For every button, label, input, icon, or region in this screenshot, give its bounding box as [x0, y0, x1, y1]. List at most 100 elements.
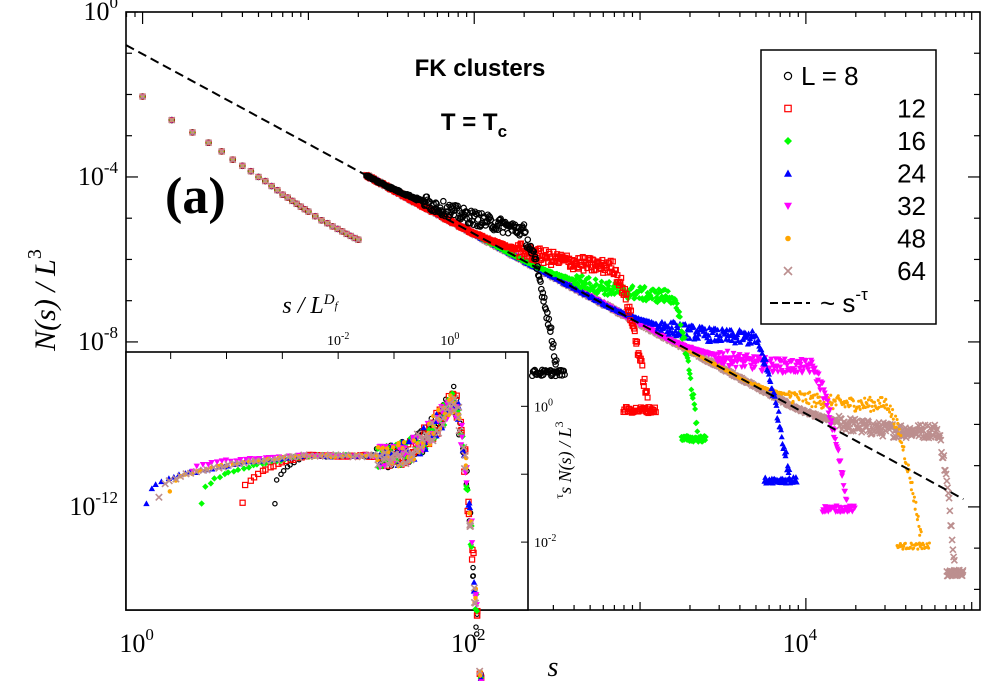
inset-data-point [470, 573, 477, 579]
data-point [789, 358, 796, 364]
data-point [903, 541, 907, 545]
data-point [940, 451, 948, 460]
data-point [254, 173, 263, 181]
data-point [916, 547, 920, 551]
data-point [793, 479, 800, 485]
y-tick-label-exp: -12 [95, 488, 118, 507]
data-point [595, 258, 602, 265]
x-tick-label-base: 10 [783, 629, 809, 658]
data-point [744, 352, 751, 358]
data-point [904, 461, 908, 466]
legend-item-L24: 24 [784, 159, 926, 189]
data-point [908, 545, 912, 550]
small-s-points [139, 92, 362, 244]
inset-data-point [148, 485, 156, 492]
data-point [815, 392, 819, 396]
data-point [851, 505, 858, 511]
data-point [912, 546, 916, 550]
legend-marker [783, 71, 793, 81]
data-point [815, 371, 822, 377]
legend-item-L16: 16 [784, 126, 926, 156]
data-point [819, 380, 826, 387]
data-point [690, 324, 697, 330]
data-point [806, 369, 813, 376]
inset-data-point [466, 499, 473, 506]
data-point [736, 352, 743, 358]
data-point [694, 428, 701, 435]
data-point [869, 409, 873, 413]
data-point [579, 272, 586, 279]
inset-data-point [459, 447, 467, 454]
inset-data-point [420, 424, 427, 431]
data-point [649, 295, 656, 302]
data-point [867, 404, 871, 408]
data-point [784, 462, 791, 469]
main-axis-ticks [125, 11, 980, 610]
data-point [803, 392, 807, 396]
data-point [823, 403, 830, 409]
data-point [668, 324, 675, 330]
data-point [765, 368, 772, 374]
data-point [432, 199, 440, 207]
inset-data-point [207, 480, 215, 487]
data-point [551, 358, 559, 365]
data-point [808, 390, 812, 394]
data-point [762, 356, 769, 362]
power-law-layer [125, 44, 964, 500]
data-point [673, 300, 680, 307]
inset-data-point [234, 466, 242, 474]
data-point [832, 436, 839, 443]
legend-box [760, 49, 937, 325]
data-point [912, 495, 916, 499]
power-law-line [125, 44, 964, 500]
data-point [891, 408, 895, 412]
data-point [701, 325, 708, 332]
data-point [542, 306, 550, 313]
data-point [821, 405, 825, 409]
data-point [943, 477, 951, 485]
legend-item-power-law: ~ s-τ [770, 285, 868, 318]
data-point [771, 389, 778, 396]
data-point [801, 399, 805, 403]
inset-data-layer [143, 383, 485, 681]
data-point [470, 221, 477, 228]
data-point [784, 362, 791, 369]
inset-data-point [241, 481, 249, 489]
data-point [686, 370, 693, 377]
data-point [830, 401, 834, 405]
data-point [901, 448, 905, 452]
data-point [884, 397, 888, 401]
legend-marker [785, 235, 791, 242]
data-point [786, 466, 793, 472]
data-point [716, 332, 723, 338]
data-point [927, 546, 931, 550]
data-point [520, 221, 528, 228]
data-point [188, 128, 197, 136]
data-point [802, 358, 809, 364]
data-point [593, 281, 600, 288]
inset-data-point [143, 500, 150, 507]
y-tick-label: 10-8 [78, 323, 118, 356]
data-point [791, 399, 795, 403]
data-point [849, 427, 857, 435]
data-point [787, 390, 791, 394]
data-point [876, 398, 880, 402]
legend-label: ~ s-τ [820, 285, 868, 318]
data-point [540, 298, 547, 305]
data-point [634, 338, 641, 345]
data-point [839, 470, 846, 476]
y-tick-label-base: 10 [78, 327, 104, 356]
data-point [948, 536, 956, 544]
y-axis-label-main: N(s) / L [29, 259, 62, 352]
data-point [504, 229, 512, 237]
data-point [942, 470, 950, 478]
data-point [842, 402, 846, 406]
inset-data-point [468, 556, 476, 563]
data-point [767, 378, 774, 384]
data-point [549, 344, 556, 351]
inset-data-point [280, 468, 287, 474]
data-point [915, 518, 919, 522]
inset-data-point [224, 469, 232, 476]
